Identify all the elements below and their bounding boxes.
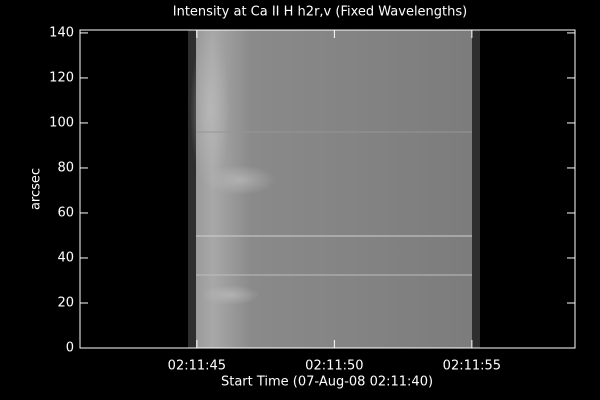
x-tick-label: 02:11:55 [443, 359, 501, 374]
y-tick-label: 0 [66, 341, 74, 356]
x-tick-label: 02:11:50 [305, 359, 363, 374]
y-axis-label: arcsec [29, 168, 44, 210]
y-tick-label: 20 [57, 295, 74, 310]
y-tick-label: 60 [57, 205, 74, 220]
intensity-image [188, 30, 480, 348]
x-axis-label: Start Time (07-Aug-08 02:11:40) [221, 375, 433, 390]
y-tick-label: 100 [49, 115, 74, 130]
y-tick-label: 120 [49, 70, 74, 85]
y-tick-label: 140 [49, 25, 74, 40]
plot-frame [79, 29, 576, 349]
chart-title: Intensity at Ca II H h2r,v (Fixed Wavele… [173, 5, 467, 20]
x-tick-label: 02:11:45 [168, 359, 226, 374]
y-tick-label: 40 [57, 250, 74, 265]
y-tick-label: 80 [57, 160, 74, 175]
